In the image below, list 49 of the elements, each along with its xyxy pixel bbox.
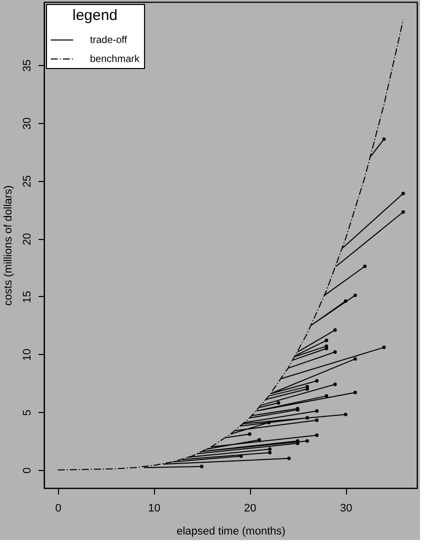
point bbox=[315, 379, 319, 383]
point bbox=[315, 418, 319, 422]
point bbox=[382, 346, 386, 350]
legend-label: benchmark bbox=[90, 54, 140, 65]
point bbox=[248, 432, 252, 436]
point bbox=[276, 401, 280, 405]
x-tick-label: 30 bbox=[340, 502, 352, 514]
y-tick-label: 30 bbox=[22, 117, 34, 130]
point bbox=[324, 338, 328, 342]
point bbox=[287, 456, 291, 460]
x-tick-label: 0 bbox=[55, 502, 62, 514]
y-axis-title: costs (millions of dollars) bbox=[2, 185, 14, 306]
point bbox=[268, 447, 272, 451]
x-tick-label: 10 bbox=[148, 502, 160, 514]
y-tick-label: 25 bbox=[22, 175, 34, 188]
y-tick-label: 20 bbox=[22, 233, 34, 246]
point bbox=[258, 438, 262, 442]
point bbox=[306, 416, 309, 420]
point bbox=[353, 390, 357, 394]
point bbox=[315, 434, 319, 437]
point bbox=[306, 384, 309, 388]
point bbox=[333, 350, 337, 354]
point bbox=[200, 464, 204, 468]
point bbox=[324, 394, 328, 398]
point bbox=[401, 192, 405, 196]
y-tick-label: 5 bbox=[22, 410, 34, 416]
legend-title: legend bbox=[72, 7, 118, 24]
point bbox=[382, 137, 386, 141]
point bbox=[324, 344, 328, 348]
point bbox=[239, 454, 243, 458]
y-tick-label: 35 bbox=[22, 60, 34, 72]
point bbox=[333, 382, 337, 386]
x-tick-label: 20 bbox=[244, 502, 256, 514]
y-tick-label: 10 bbox=[22, 348, 34, 361]
point bbox=[344, 412, 348, 416]
point bbox=[267, 420, 271, 424]
y-tick-label: 0 bbox=[22, 467, 34, 474]
point bbox=[363, 264, 367, 268]
point bbox=[401, 210, 405, 214]
point bbox=[268, 450, 272, 454]
legend-label: trade-off bbox=[90, 35, 128, 46]
point bbox=[353, 294, 357, 298]
point bbox=[344, 299, 348, 303]
point bbox=[315, 409, 319, 413]
y-tick-label: 15 bbox=[22, 290, 34, 304]
point bbox=[353, 357, 357, 361]
point bbox=[306, 439, 309, 443]
x-axis-title: elapsed time (months) bbox=[176, 526, 286, 538]
point bbox=[333, 328, 337, 332]
